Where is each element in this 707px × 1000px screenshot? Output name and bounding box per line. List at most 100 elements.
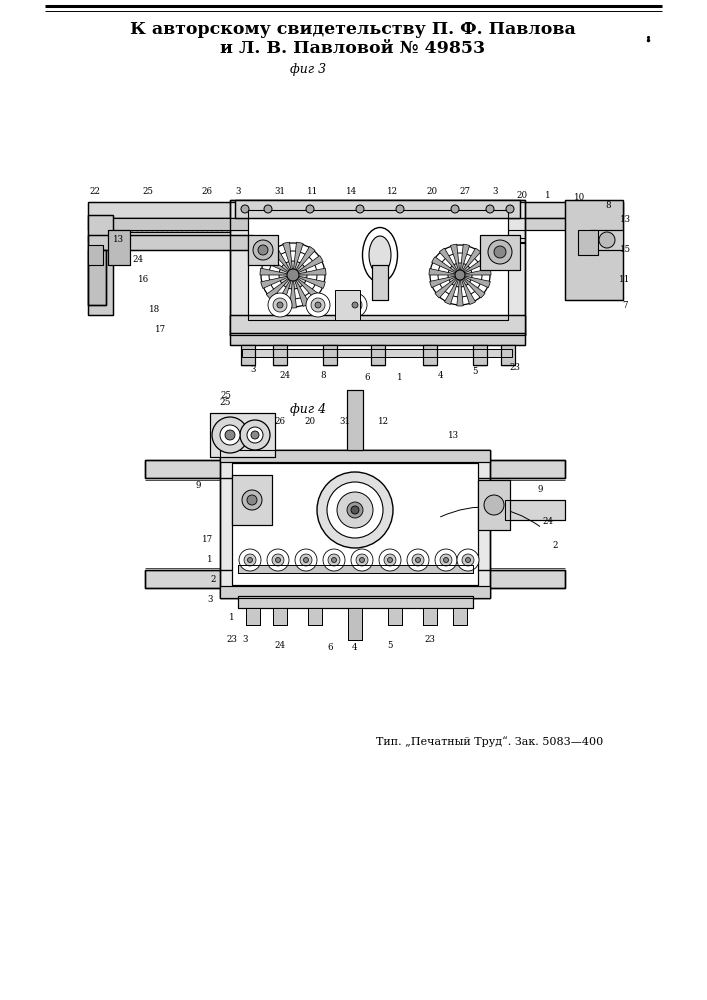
Wedge shape <box>460 257 489 275</box>
Bar <box>473 345 487 365</box>
Circle shape <box>303 558 308 562</box>
Text: 20: 20 <box>426 188 438 196</box>
Text: 23: 23 <box>425 636 436 645</box>
Text: 4: 4 <box>352 644 358 652</box>
Text: 11: 11 <box>619 275 631 284</box>
Bar <box>565 200 623 300</box>
Circle shape <box>599 232 615 248</box>
Wedge shape <box>276 275 293 306</box>
Bar <box>388 608 402 625</box>
Bar <box>423 608 437 625</box>
Bar <box>505 500 565 520</box>
Text: 1: 1 <box>397 373 403 382</box>
Wedge shape <box>460 275 485 298</box>
Wedge shape <box>429 269 460 275</box>
Bar <box>145 460 565 478</box>
Circle shape <box>348 298 362 312</box>
Bar <box>505 500 565 520</box>
Circle shape <box>484 495 504 515</box>
Text: 23: 23 <box>510 363 520 372</box>
Bar <box>88 250 106 305</box>
Bar <box>273 345 287 365</box>
Text: 4: 4 <box>437 370 443 379</box>
Bar <box>88 218 623 230</box>
Circle shape <box>287 269 299 281</box>
Wedge shape <box>293 275 320 300</box>
Bar <box>347 390 363 450</box>
Circle shape <box>261 243 325 307</box>
Circle shape <box>416 558 421 562</box>
Text: К авторскому свидетельству П. Ф. Павлова: К авторскому свидетельству П. Ф. Павлова <box>130 21 576 38</box>
Bar <box>501 345 515 365</box>
Circle shape <box>359 558 365 562</box>
Text: 7: 7 <box>622 300 628 310</box>
Circle shape <box>407 549 429 571</box>
Text: 26: 26 <box>201 188 213 196</box>
Text: 22: 22 <box>90 188 100 196</box>
Bar <box>220 586 490 598</box>
Circle shape <box>356 205 364 213</box>
Circle shape <box>253 240 273 260</box>
Bar <box>423 345 437 365</box>
Text: 17: 17 <box>201 536 213 544</box>
Circle shape <box>212 417 248 453</box>
Circle shape <box>387 558 392 562</box>
Bar <box>423 345 437 365</box>
Circle shape <box>267 549 289 571</box>
Wedge shape <box>293 242 303 275</box>
Wedge shape <box>460 244 469 275</box>
Text: фиг 3: фиг 3 <box>290 64 326 77</box>
Bar <box>88 215 113 315</box>
Bar <box>88 232 268 242</box>
Text: 3: 3 <box>207 595 213 604</box>
Bar <box>88 202 623 218</box>
Bar <box>246 608 260 625</box>
Text: 25: 25 <box>219 398 230 407</box>
Bar <box>501 345 515 365</box>
Bar <box>308 608 322 625</box>
Text: 12: 12 <box>387 188 397 196</box>
Text: 26: 26 <box>274 418 286 426</box>
Text: 13: 13 <box>619 216 631 225</box>
Bar <box>220 450 490 598</box>
Text: 20: 20 <box>516 190 527 200</box>
Text: 25: 25 <box>143 188 153 196</box>
Bar <box>565 200 623 300</box>
Bar <box>590 230 623 250</box>
Bar <box>238 596 473 608</box>
Bar <box>88 218 283 230</box>
Bar <box>241 345 255 365</box>
Wedge shape <box>293 246 315 275</box>
Circle shape <box>347 502 363 518</box>
Text: 15: 15 <box>619 245 631 254</box>
Text: 12: 12 <box>378 418 389 426</box>
Bar <box>238 565 473 573</box>
Bar <box>220 586 490 598</box>
Circle shape <box>279 261 307 289</box>
Circle shape <box>239 549 261 571</box>
Wedge shape <box>460 248 481 275</box>
Text: 1: 1 <box>229 613 235 622</box>
Text: 20: 20 <box>305 418 315 426</box>
Wedge shape <box>460 275 491 288</box>
Bar <box>230 200 525 335</box>
Circle shape <box>448 263 472 287</box>
Text: 3: 3 <box>492 188 498 196</box>
Text: 1: 1 <box>545 190 551 200</box>
Bar <box>88 235 253 250</box>
Text: 31: 31 <box>339 418 351 426</box>
Text: 24: 24 <box>542 518 554 526</box>
Circle shape <box>300 554 312 566</box>
Text: 6: 6 <box>364 373 370 382</box>
Bar <box>88 202 623 218</box>
Bar <box>88 218 268 232</box>
Circle shape <box>356 554 368 566</box>
Text: 1: 1 <box>207 556 213 564</box>
Bar <box>210 413 275 457</box>
Wedge shape <box>283 242 293 275</box>
Circle shape <box>488 240 512 264</box>
Ellipse shape <box>369 236 391 274</box>
Circle shape <box>272 554 284 566</box>
Circle shape <box>264 205 272 213</box>
Circle shape <box>323 549 345 571</box>
